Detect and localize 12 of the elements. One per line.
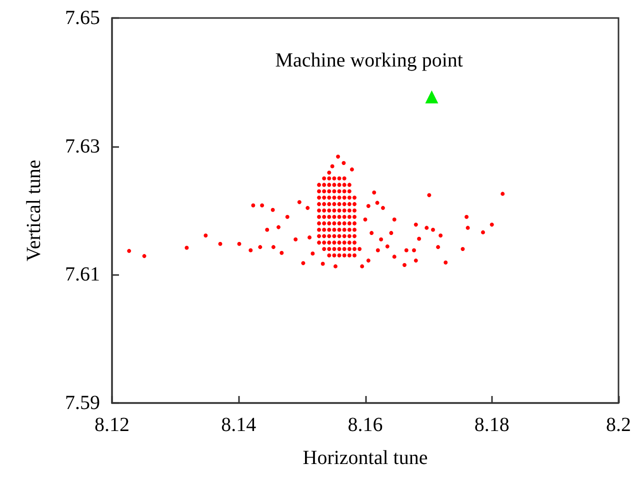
x-tick-label: 8.2 [606, 414, 631, 436]
y-axis-title: Vertical tune [23, 160, 45, 262]
y-tick-label: 7.59 [65, 392, 100, 414]
x-tick-label: 8.16 [348, 414, 383, 436]
series-label: Machine working point [275, 49, 464, 72]
x-tick-label: 8.18 [474, 414, 510, 436]
y-tick-label: 7.61 [65, 264, 100, 286]
x-tick-label: 8.12 [94, 414, 130, 436]
x-tick-label: 8.14 [221, 414, 256, 436]
y-tick-label: 7.63 [65, 135, 100, 158]
y-tick-label: 7.65 [65, 7, 100, 29]
x-axis-title: Horizontal tune [302, 447, 428, 469]
